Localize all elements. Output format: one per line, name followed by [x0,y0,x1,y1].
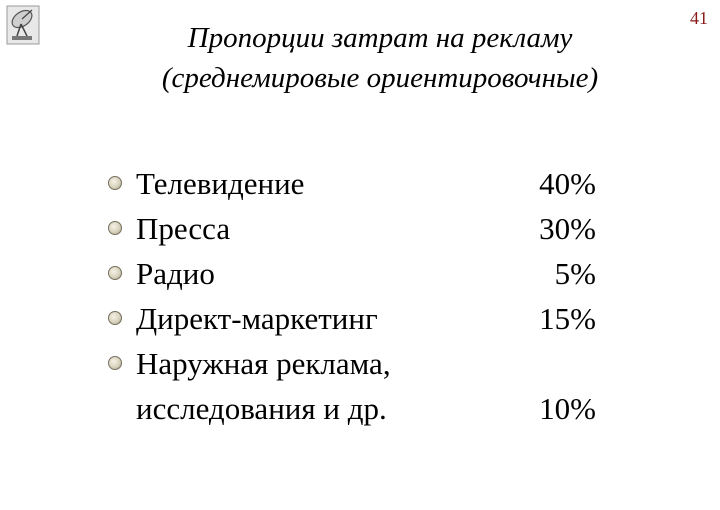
bullet-icon [108,266,122,280]
item-label: Директ-маркетинг [136,301,378,336]
list-item: Директ-маркетинг 15% [108,296,608,341]
list-item: Наружная реклама, исследования и др. 10% [108,341,608,431]
list-item: Пресса 30% [108,206,608,251]
title-line-1: Пропорции затрат на рекламу [187,22,573,54]
bullet-icon [108,221,122,235]
satellite-dish-icon [5,4,41,46]
bullet-icon [108,311,122,325]
expense-list: Телевидение 40% Пресса 30% Радио 5% Дире… [108,161,608,431]
title-line-2: (среднемировые ориентировочные) [161,62,599,94]
list-item: Радио 5% [108,251,608,296]
item-value: 5% [554,256,596,291]
list-item: Телевидение 40% [108,161,608,206]
item-value: 30% [539,211,596,246]
page-number: 41 [690,8,708,28]
item-label: Телевидение [136,166,305,201]
item-value: 10% [539,391,596,426]
item-value: 15% [539,301,596,336]
bullet-icon [108,356,122,370]
item-label: Наружная реклама, исследования и др. [136,346,391,426]
page-title: Пропорции затрат на рекламу (среднемиров… [0,18,720,98]
item-value: 40% [539,166,596,201]
item-label: Пресса [136,211,231,246]
item-label: Радио [136,256,215,291]
bullet-icon [108,176,122,190]
